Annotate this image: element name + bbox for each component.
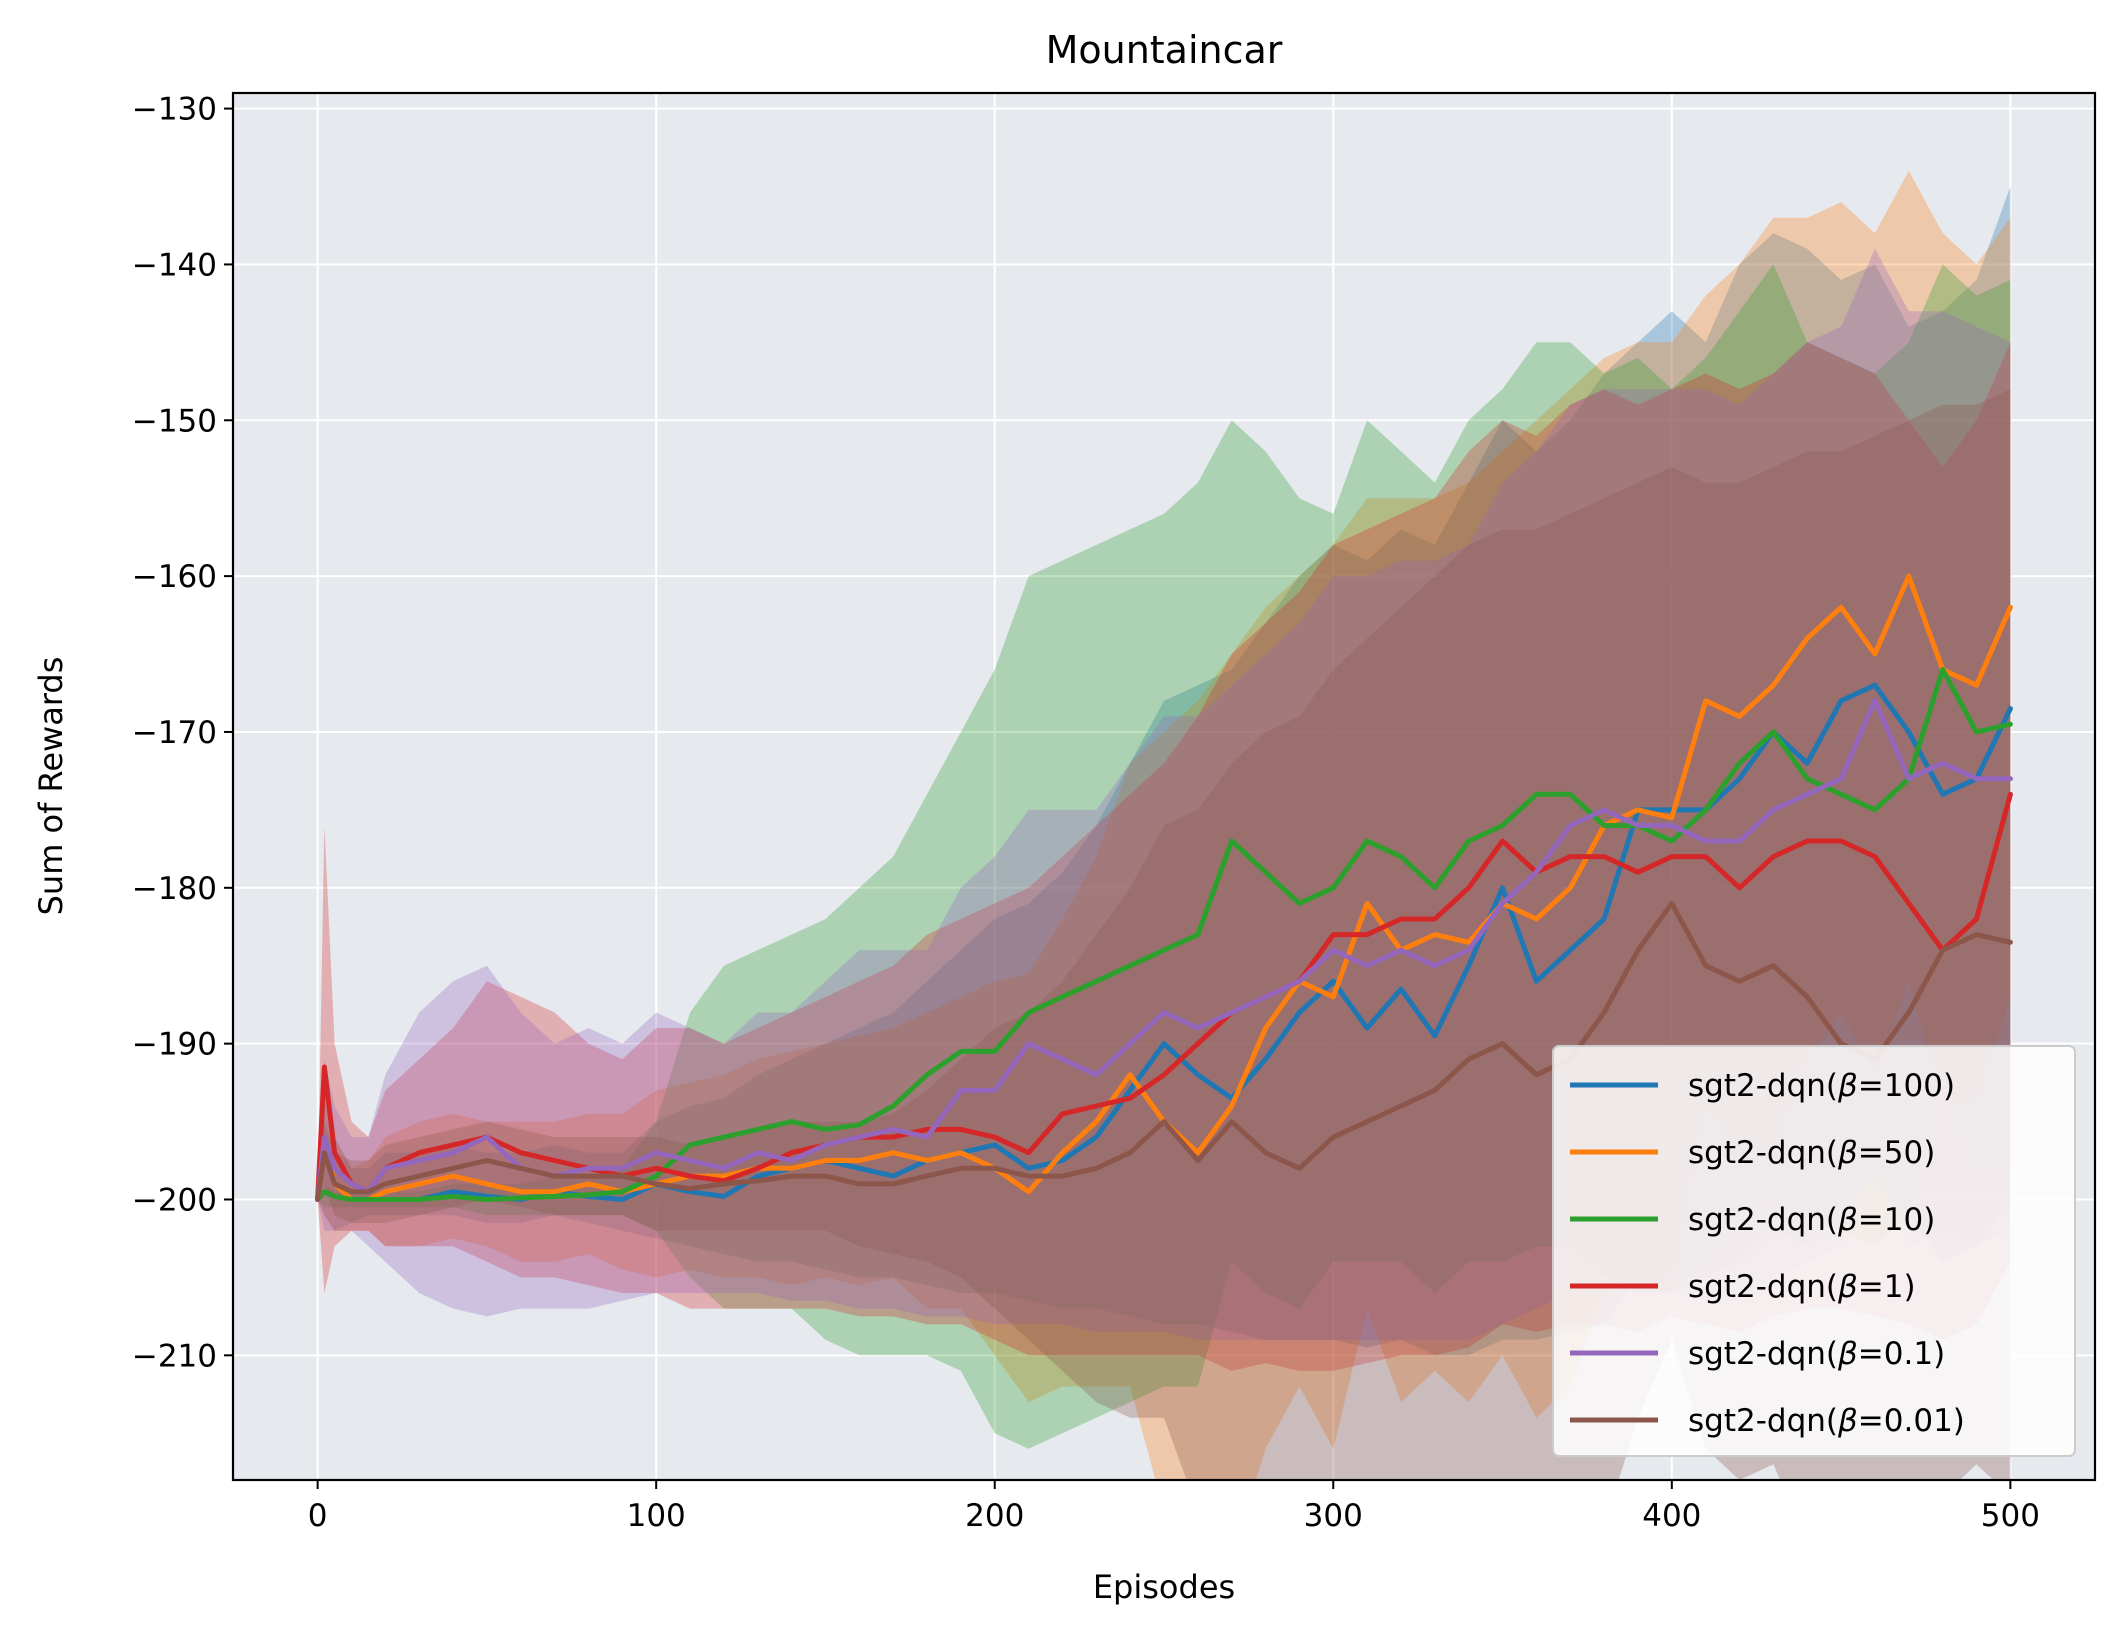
- series-line: [315, 573, 2013, 1202]
- y-tick-label: −200: [132, 1182, 217, 1218]
- x-tick-label: 100: [627, 1498, 686, 1534]
- x-tick-label: 300: [1304, 1498, 1363, 1534]
- y-axis-ticks: −130 −140 −150 −160 −170 −180 −190 −200 −210: [132, 92, 233, 1374]
- x-axis-ticks: 0 100 200 300 400 500: [308, 1480, 2040, 1534]
- plot-frame: [231, 91, 2097, 1482]
- legend-label: sgt2-dqn(β=10): [1688, 1202, 1935, 1238]
- legend-label: sgt2-dqn(β=1): [1688, 1269, 1916, 1305]
- y-tick-label: −180: [132, 871, 217, 907]
- y-tick-label: −190: [132, 1027, 217, 1063]
- series-line: [315, 900, 2013, 1202]
- y-tick-label: −150: [132, 403, 217, 439]
- x-axis-title: Episodes: [1093, 1568, 1235, 1606]
- legend-box: [1552, 1045, 2076, 1457]
- legend-label: sgt2-dqn(β=50): [1688, 1135, 1935, 1171]
- series-lines: [315, 573, 2013, 1202]
- chart-title: Mountaincar: [1046, 28, 1283, 72]
- x-tick-label: 200: [965, 1498, 1024, 1534]
- x-tick-label: 0: [308, 1498, 328, 1534]
- series-line: [315, 698, 2013, 1202]
- legend-label: sgt2-dqn(β=100): [1688, 1068, 1955, 1104]
- y-tick-label: −140: [132, 247, 217, 283]
- legend-label: sgt2-dqn(β=0.01): [1688, 1403, 1965, 1439]
- series-line: [315, 791, 2013, 1202]
- grid: [233, 93, 2095, 1480]
- y-tick-label: −160: [132, 559, 217, 595]
- legend-label: sgt2-dqn(β=0.1): [1688, 1336, 1945, 1372]
- y-tick-label: −130: [132, 92, 217, 128]
- y-tick-label: −210: [132, 1338, 217, 1374]
- x-tick-label: 500: [1981, 1498, 2040, 1534]
- y-tick-label: −170: [132, 715, 217, 751]
- series-line: [315, 667, 2013, 1202]
- x-tick-label: 400: [1642, 1498, 1701, 1534]
- y-axis-title: Sum of Rewards: [32, 657, 70, 916]
- legend: sgt2-dqn(β=100) sgt2-dqn(β=50) sgt2-dqn(β=…: [1552, 1045, 2076, 1457]
